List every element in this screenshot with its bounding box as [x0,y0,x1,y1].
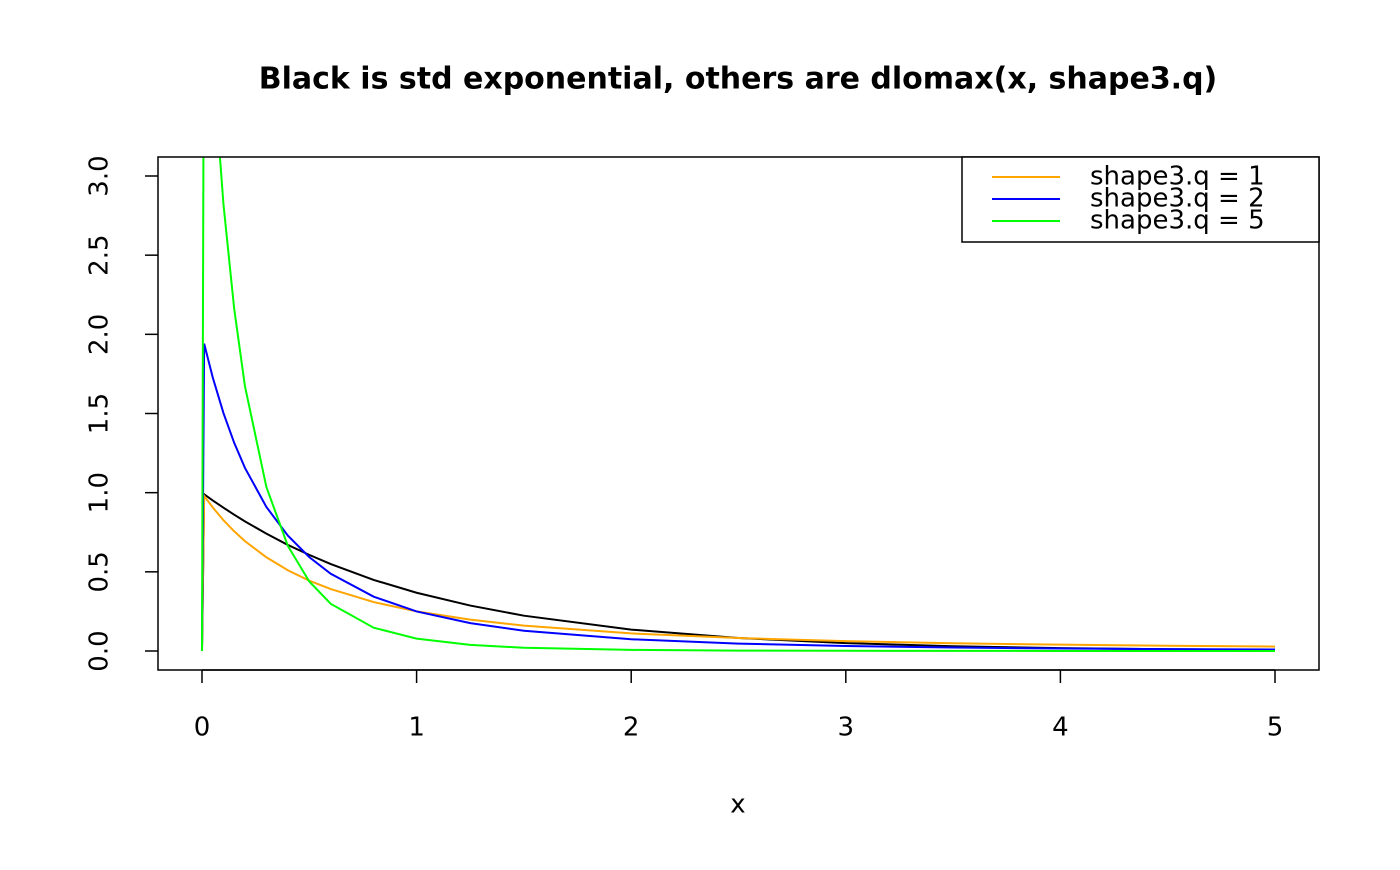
legend-label: shape3.q = 5 [1090,206,1265,236]
x-tick-label: 5 [1267,713,1284,743]
plot-area [200,157,1276,652]
x-tick-label: 4 [1052,713,1069,743]
series-line [200,343,1276,652]
y-tick-label: 2.5 [85,234,115,275]
chart-title: Black is std exponential, others are dlo… [259,62,1218,97]
series-line [200,492,1276,652]
y-tick-label: 0.5 [85,551,115,592]
y-tick-label: 1.5 [85,393,115,434]
x-tick-label: 2 [623,713,640,743]
series-line [200,492,1276,652]
x-tick-label: 1 [408,713,425,743]
y-tick-label: 0.0 [85,630,115,671]
legend-label: shape3.q = 2 [1090,184,1265,214]
x-tick-label: 3 [838,713,855,743]
y-tick-label: 3.0 [85,155,115,196]
y-tick-label: 1.0 [85,472,115,513]
x-tick-label: 0 [194,713,211,743]
x-axis-label: x [730,790,745,820]
legend-label: shape3.q = 1 [1090,162,1265,192]
series-line [200,157,1276,652]
y-tick-label: 2.0 [85,314,115,355]
